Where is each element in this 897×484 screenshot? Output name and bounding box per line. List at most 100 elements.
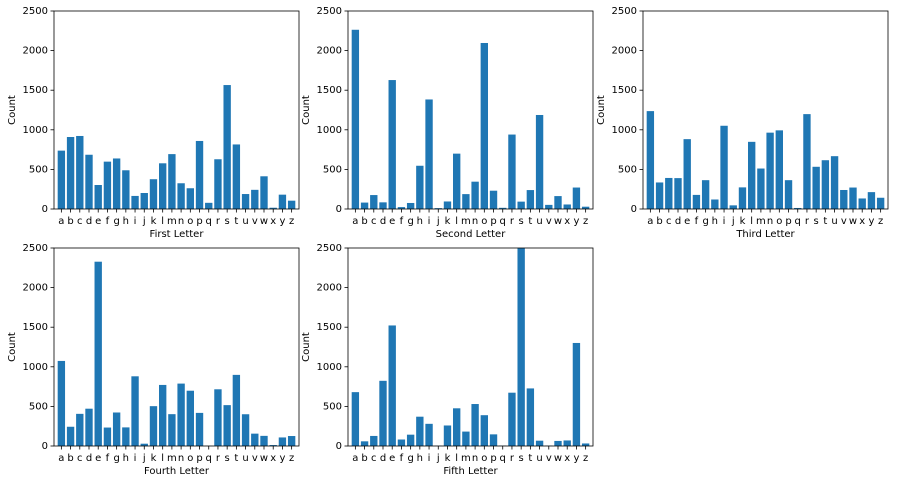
bar: [76, 135, 84, 209]
x-tick-label: s: [519, 216, 524, 227]
x-tick-label: z: [583, 453, 588, 464]
x-tick-label: r: [510, 216, 515, 227]
x-tick-label: e: [95, 216, 101, 227]
bar: [766, 132, 774, 209]
bar: [655, 182, 664, 209]
y-tick-label: 0: [42, 204, 48, 215]
x-tick-label: n: [472, 453, 478, 464]
x-tick-label: u: [536, 216, 542, 227]
x-axis-label: Fourth Letter: [144, 466, 210, 477]
bar: [462, 431, 470, 446]
x-tick-label: e: [389, 453, 395, 464]
x-tick-label: l: [161, 216, 164, 227]
bar: [794, 207, 802, 209]
x-tick-label: f: [400, 453, 404, 464]
x-tick-label: x: [270, 216, 276, 227]
bar: [149, 179, 158, 209]
y-tick-label: 1000: [612, 125, 637, 136]
y-tick-label: 500: [29, 164, 48, 175]
bars: [646, 111, 885, 209]
y-tick-label: 1000: [317, 125, 342, 136]
bar: [388, 325, 396, 446]
bar: [103, 161, 112, 209]
x-tick-label: l: [161, 453, 164, 464]
subplot: 0 500 1000 1500 2000 2500 a b c d e f g h i j k l m n o p q r s t…: [301, 243, 594, 477]
bar: [76, 413, 84, 446]
y-tick-label: 1000: [23, 362, 48, 373]
x-axis-label: First Letter: [150, 229, 205, 240]
x-tick-label: o: [187, 216, 193, 227]
bar: [416, 416, 424, 446]
bar: [205, 202, 213, 209]
y-tick-label: 500: [29, 401, 48, 412]
bar: [232, 374, 241, 446]
x-tick-label: j: [436, 216, 440, 227]
bar: [360, 202, 369, 209]
bar: [168, 154, 176, 209]
bar: [85, 154, 93, 209]
bar: [251, 433, 259, 446]
bar: [370, 195, 378, 209]
subplot: 0 500 1000 1500 2000 2500 a b c d e f g h i j k l m n o p q r s t…: [301, 6, 594, 240]
x-tick-label: d: [86, 453, 92, 464]
bar: [149, 406, 158, 446]
bar: [94, 185, 102, 209]
axes-frame: [347, 247, 594, 447]
x-tick-label: y: [573, 453, 579, 464]
bar: [821, 160, 830, 209]
bar: [489, 434, 498, 446]
bar: [140, 193, 148, 209]
y-tick-label: 1500: [23, 85, 48, 96]
x-tick-label: a: [647, 216, 653, 227]
x-tick-label: h: [123, 216, 129, 227]
bar: [803, 114, 811, 209]
x-tick-label: e: [95, 453, 101, 464]
x-tick-label: i: [134, 453, 137, 464]
bar: [397, 439, 406, 446]
x-tick-label: g: [702, 216, 708, 227]
bar: [471, 404, 479, 446]
bar: [379, 202, 387, 209]
x-tick-label: p: [490, 453, 496, 464]
bar: [665, 177, 673, 209]
x-tick-label: b: [361, 453, 367, 464]
x-tick-label: c: [77, 216, 83, 227]
bar: [370, 435, 378, 446]
bar: [406, 202, 415, 209]
bar: [140, 443, 148, 446]
x-tick-label: u: [831, 216, 837, 227]
bar: [517, 201, 525, 209]
x-tick-label: u: [536, 453, 542, 464]
y-tick-label: 1500: [317, 85, 342, 96]
bar: [112, 412, 121, 446]
bar: [581, 206, 590, 209]
bar: [508, 392, 516, 446]
bar: [425, 423, 433, 446]
x-tick-label: a: [58, 216, 64, 227]
x-tick-label: t: [528, 453, 532, 464]
x-tick-label: t: [234, 453, 238, 464]
y-axis-label: Count: [301, 332, 312, 362]
bar: [177, 183, 185, 209]
x-tick-label: c: [371, 216, 377, 227]
bar: [443, 201, 452, 209]
bar: [784, 180, 793, 209]
bar: [159, 163, 167, 209]
bar: [812, 166, 820, 209]
x-tick-label: l: [455, 216, 458, 227]
bar: [572, 187, 581, 209]
x-tick-label: x: [564, 453, 570, 464]
y-tick-label: 2500: [612, 6, 637, 17]
bar: [260, 435, 268, 446]
axes-frame: [53, 247, 300, 447]
x-tick-label: u: [242, 453, 248, 464]
bar: [480, 42, 488, 209]
x-tick-label: e: [389, 216, 395, 227]
bar: [112, 158, 121, 209]
bar: [526, 388, 535, 446]
bar: [545, 204, 553, 209]
y-tick-label: 0: [631, 204, 637, 215]
x-tick-label: q: [500, 453, 506, 464]
bar: [480, 415, 488, 446]
x-tick-label: t: [234, 216, 238, 227]
